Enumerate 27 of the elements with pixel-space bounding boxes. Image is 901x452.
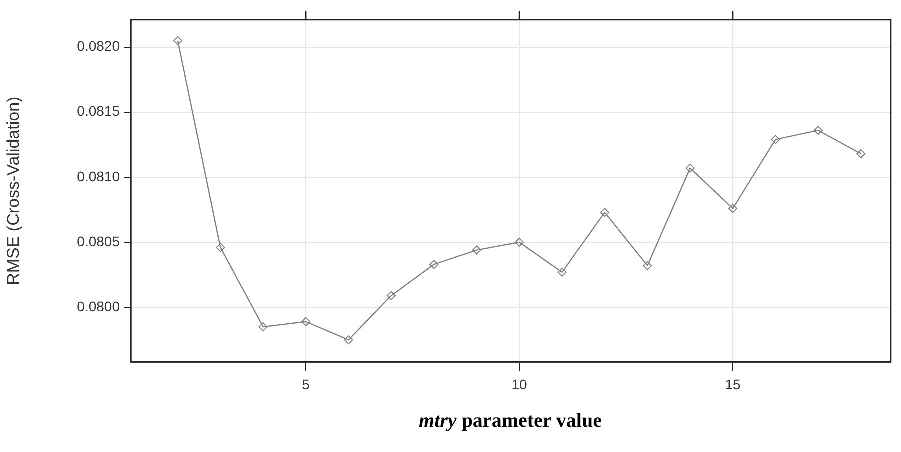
point bbox=[771, 135, 780, 144]
x-tick-label: 5 bbox=[302, 376, 310, 392]
point bbox=[472, 246, 482, 255]
x-tick-label: 10 bbox=[512, 376, 528, 392]
x-axis-title: mtry parameter value bbox=[418, 410, 603, 433]
point bbox=[600, 208, 610, 218]
point bbox=[173, 36, 182, 46]
point bbox=[302, 317, 311, 326]
y-tick-label: 0.0815 bbox=[77, 103, 120, 120]
point bbox=[216, 243, 226, 252]
point bbox=[686, 164, 695, 173]
point bbox=[814, 126, 823, 136]
y-tick-label: 0.0805 bbox=[77, 233, 120, 250]
y-axis-title: RMSE (Cross-Validation) bbox=[4, 96, 23, 286]
point bbox=[430, 260, 439, 270]
point bbox=[558, 268, 567, 277]
point bbox=[515, 238, 524, 247]
y-tick-label: 0.0800 bbox=[77, 298, 120, 314]
y-tick-label: 0.0820 bbox=[77, 38, 120, 54]
point bbox=[856, 150, 866, 159]
point bbox=[643, 261, 652, 270]
y-tick-label: 0.0810 bbox=[77, 168, 120, 184]
point bbox=[728, 204, 738, 214]
point bbox=[258, 322, 268, 332]
point bbox=[386, 291, 396, 300]
x-tick-label: 15 bbox=[725, 376, 742, 392]
point bbox=[344, 336, 354, 345]
